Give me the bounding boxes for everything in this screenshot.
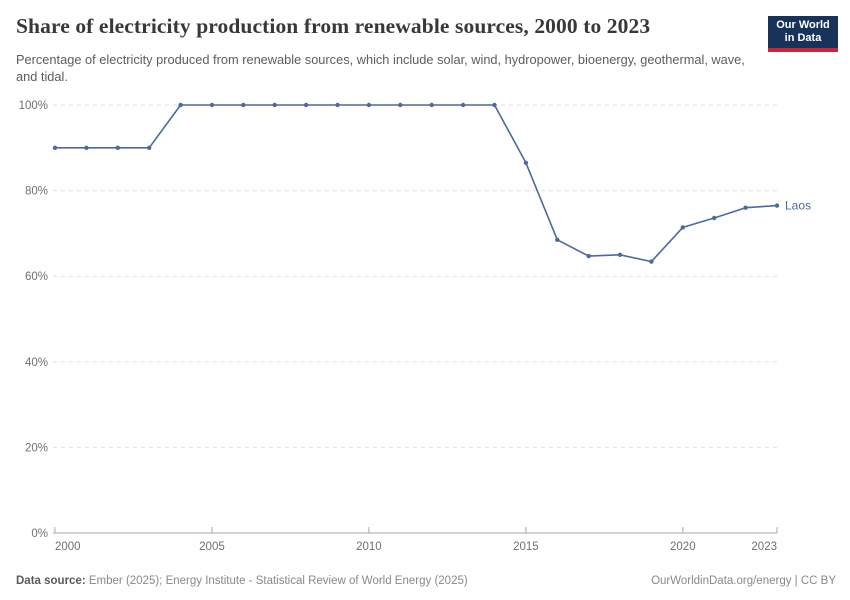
y-tick-label: 0% <box>31 528 48 540</box>
data-source-text: Ember (2025); Energy Institute - Statist… <box>88 575 468 587</box>
data-point[interactable] <box>303 102 309 108</box>
credit-link[interactable]: OurWorldinData.org/energy | CC BY <box>651 575 836 587</box>
y-tick-label: 40% <box>25 357 48 369</box>
x-tick-label: 2023 <box>751 541 777 553</box>
owid-logo-line2: in Data <box>784 32 822 44</box>
data-source-note: Data source: Ember (2025); Energy Instit… <box>16 575 468 587</box>
y-tick-label: 80% <box>25 186 48 198</box>
data-point[interactable] <box>523 160 529 165</box>
data-point[interactable] <box>84 145 89 150</box>
data-point[interactable] <box>586 253 591 259</box>
data-point[interactable] <box>241 102 246 108</box>
data-point[interactable] <box>743 205 748 210</box>
data-point[interactable] <box>52 145 58 150</box>
data-point[interactable] <box>555 237 560 242</box>
data-source-label: Data source: <box>16 575 86 587</box>
data-point[interactable] <box>115 145 121 150</box>
data-point[interactable] <box>209 102 215 108</box>
owid-logo-line1: Our World <box>776 19 830 31</box>
series-line-laos[interactable] <box>55 104 778 263</box>
y-tick-label: 20% <box>25 442 48 454</box>
x-tick-label: 2000 <box>55 541 81 553</box>
data-point[interactable] <box>649 259 654 264</box>
data-point[interactable] <box>680 225 685 230</box>
data-point[interactable] <box>398 102 403 108</box>
x-tick-label: 2010 <box>356 541 382 553</box>
x-tick-label: 2015 <box>513 541 539 553</box>
data-point[interactable] <box>460 102 466 108</box>
chart-footer: Data source: Ember (2025); Energy Instit… <box>16 575 836 587</box>
y-tick-label: 60% <box>25 271 48 283</box>
data-point[interactable] <box>429 102 434 108</box>
data-point[interactable] <box>272 102 277 108</box>
owid-logo[interactable]: Our World in Data <box>768 16 838 52</box>
series-label[interactable]: Laos <box>785 199 811 213</box>
data-point[interactable] <box>617 252 623 257</box>
page-title: Share of electricity production from ren… <box>16 14 651 38</box>
data-point[interactable] <box>712 215 717 221</box>
chart-subtitle: Percentage of electricity produced from … <box>16 52 745 84</box>
x-tick-label: 2005 <box>199 541 225 553</box>
data-point[interactable] <box>492 102 497 108</box>
data-point[interactable] <box>147 145 152 150</box>
data-point[interactable] <box>335 102 340 108</box>
data-point[interactable] <box>366 102 372 108</box>
data-point[interactable] <box>178 102 183 108</box>
data-point[interactable] <box>774 203 780 208</box>
y-tick-label: 100% <box>19 100 48 112</box>
x-tick-label: 2020 <box>670 541 696 553</box>
